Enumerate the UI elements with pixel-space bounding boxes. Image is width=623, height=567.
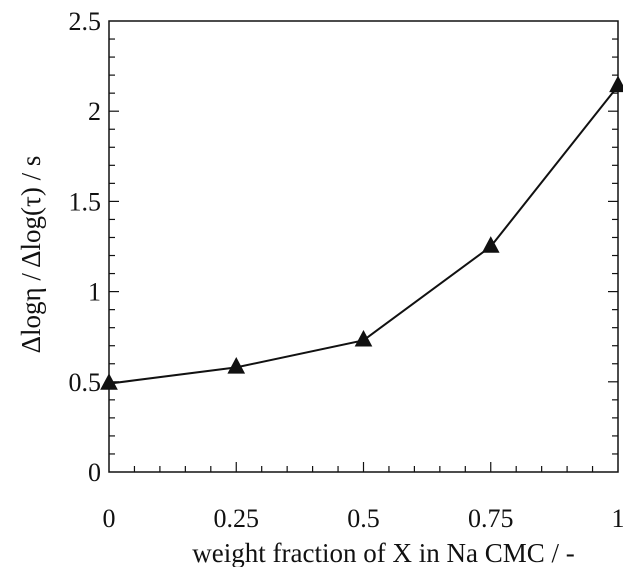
x-tick-label: 0.5 — [347, 504, 380, 533]
x-tick-label: 0.25 — [214, 504, 260, 533]
y-tick-label: 1.5 — [69, 187, 102, 216]
y-tick-labels: 0 0.5 1 1.5 2 2.5 — [69, 7, 102, 487]
plot-frame — [108, 20, 619, 473]
x-tick-label: 1 — [612, 504, 623, 533]
data-point-triangle — [609, 75, 623, 93]
y-tick-label: 1 — [88, 278, 101, 307]
y-tick-label: 2.5 — [69, 7, 102, 36]
minor-ticks — [109, 38, 618, 472]
data-point-triangle — [227, 357, 246, 374]
y-tick-label: 0 — [88, 458, 101, 487]
y-axis-label: Δlogη / Δlog(τ) / s — [16, 156, 46, 354]
x-tick-labels: 0 0.25 0.5 0.75 1 — [103, 504, 623, 533]
y-tick-label: 2 — [88, 97, 101, 126]
data-point-triangle — [100, 373, 118, 390]
x-tick-label: 0.75 — [468, 504, 514, 533]
x-tick-label: 0 — [103, 504, 116, 533]
x-axis-label: weight fraction of X in Na CMC / - — [192, 538, 574, 567]
data-point-triangle — [354, 329, 373, 347]
data-point-triangle — [481, 236, 500, 253]
y-tick-label: 0.5 — [69, 368, 102, 397]
series-layer — [100, 75, 623, 390]
major-ticks — [109, 110, 618, 472]
